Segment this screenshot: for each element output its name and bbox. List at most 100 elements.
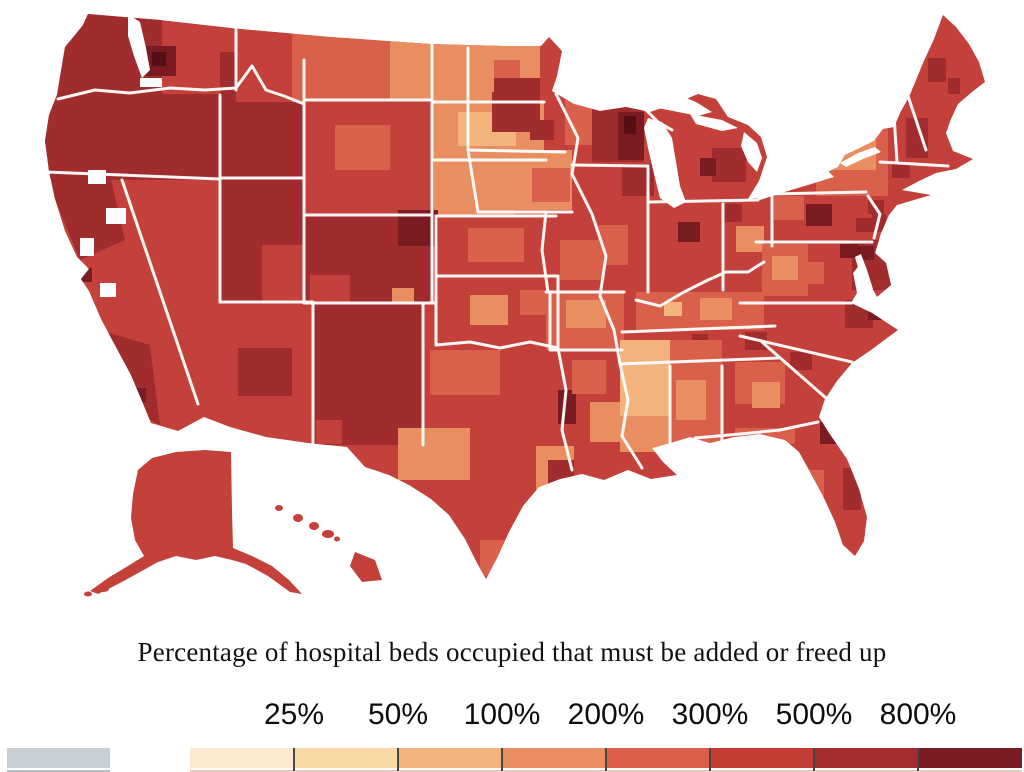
map-region xyxy=(434,274,574,472)
legend-no-data-swatch-cropped-row xyxy=(7,770,110,772)
legend-no-data-swatch xyxy=(7,748,110,768)
map-region xyxy=(44,12,306,181)
map-region xyxy=(856,218,872,232)
map-region xyxy=(843,468,861,510)
legend-color-bar xyxy=(190,748,1022,768)
legend-segment xyxy=(502,748,606,768)
state-new-mexico xyxy=(313,303,423,445)
map-region xyxy=(322,530,334,538)
legend-segment xyxy=(918,748,1022,768)
legend-tick-label: 25% xyxy=(263,698,325,731)
map-region xyxy=(858,246,874,260)
map-region xyxy=(700,158,716,176)
state-wyoming xyxy=(304,100,432,215)
state-ohio xyxy=(722,204,764,252)
lake-huron xyxy=(741,132,762,172)
figure-caption: Percentage of hospital beds occupied tha… xyxy=(137,637,887,667)
state-washington xyxy=(45,14,176,96)
legend-tick-mark xyxy=(709,748,711,771)
map-region xyxy=(664,302,682,316)
state-arizona xyxy=(238,348,292,396)
legend-tick-label: 100% xyxy=(463,698,541,731)
state-south-carolina xyxy=(790,352,812,370)
lake-michigan xyxy=(644,118,686,208)
legend-segment xyxy=(398,748,502,768)
map-region xyxy=(570,163,774,294)
map-region xyxy=(520,290,550,315)
map-region xyxy=(820,422,838,444)
map-region xyxy=(56,86,238,101)
map-region xyxy=(302,214,560,447)
map-region xyxy=(892,164,910,178)
legend-tick-mark xyxy=(813,748,815,771)
map-region xyxy=(624,116,636,134)
map-region xyxy=(840,244,858,258)
state-utah xyxy=(220,180,304,302)
puget-sound xyxy=(128,14,150,78)
state-michigan xyxy=(700,148,746,182)
map-region xyxy=(530,120,554,140)
map-region xyxy=(800,470,824,510)
state-alabama xyxy=(670,340,722,444)
legend-tick-label: 200% xyxy=(567,698,645,731)
lake-superior xyxy=(560,58,712,116)
mackinac-strait xyxy=(690,114,738,131)
lake-erie xyxy=(753,171,834,200)
legend-tick-mark xyxy=(501,748,503,771)
state-indiana xyxy=(678,222,700,242)
state-pennsylvania xyxy=(774,194,872,232)
map-region xyxy=(634,260,766,308)
legend-tick-mark xyxy=(605,748,607,771)
map-region xyxy=(712,148,746,182)
legend-tick-label: 800% xyxy=(879,698,957,731)
map-region xyxy=(45,94,220,180)
map-region xyxy=(302,34,548,305)
map-region xyxy=(468,228,524,262)
new-england xyxy=(892,58,960,178)
legend-tick-mark xyxy=(397,748,399,771)
map-region xyxy=(84,591,92,597)
legend-color-bar-cropped-row xyxy=(190,770,1022,772)
map-region xyxy=(790,352,812,370)
state-missouri xyxy=(560,240,605,280)
map-region xyxy=(928,58,946,82)
map-region xyxy=(316,420,342,444)
map-region xyxy=(678,222,700,242)
map-region xyxy=(618,324,780,452)
map-region xyxy=(572,360,606,394)
map-region xyxy=(392,288,414,303)
map-region xyxy=(948,78,960,94)
map-region xyxy=(350,552,382,582)
map-region xyxy=(398,428,470,480)
map-region xyxy=(100,283,116,297)
map-region xyxy=(722,204,742,222)
legend-tick-label: 500% xyxy=(775,698,853,731)
map-region xyxy=(544,290,626,352)
map-region xyxy=(236,28,292,102)
legend-tick-label: 50% xyxy=(367,698,429,731)
map-region xyxy=(560,240,605,280)
state-colorado xyxy=(304,210,438,303)
state-oregon xyxy=(45,94,220,180)
map-region xyxy=(906,118,928,158)
map-region xyxy=(293,514,303,522)
map-region xyxy=(90,450,302,594)
map-region xyxy=(676,380,706,420)
map-region xyxy=(334,536,340,542)
map-region xyxy=(554,92,644,470)
map-region xyxy=(430,350,500,395)
legend-segment xyxy=(606,748,710,768)
map-region xyxy=(80,238,94,256)
legend-segment xyxy=(710,748,814,768)
map-region xyxy=(88,170,106,184)
water-bodies xyxy=(128,14,881,291)
map-region xyxy=(470,295,508,325)
map-region xyxy=(566,300,606,328)
map-region xyxy=(868,306,882,320)
state-oklahoma xyxy=(470,290,550,325)
map-region xyxy=(218,176,558,447)
map-region xyxy=(262,245,304,302)
map-region xyxy=(238,348,292,396)
map-region xyxy=(754,190,882,244)
